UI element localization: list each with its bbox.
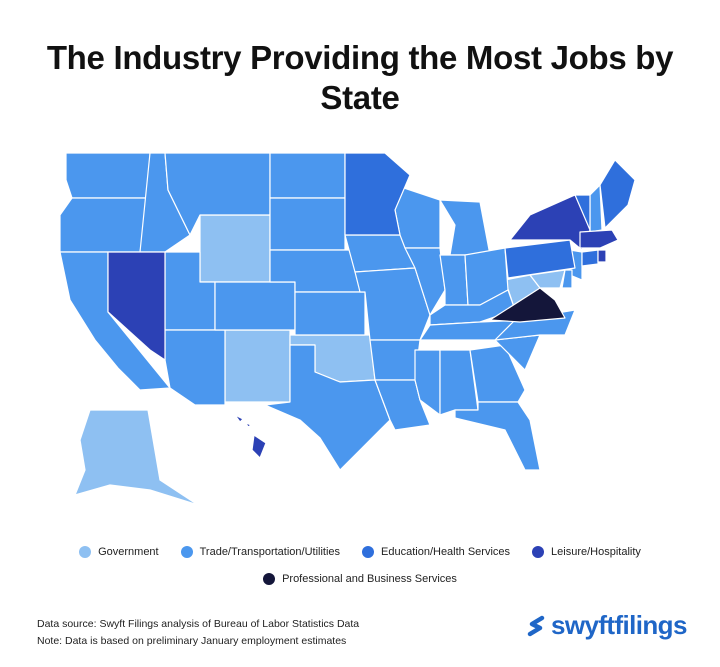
state-virginia <box>489 287 566 323</box>
legend-row-2: Professional and Business Services <box>0 573 720 585</box>
state-minnesota <box>344 152 411 236</box>
state-hawaii <box>234 414 267 459</box>
state-michigan <box>439 199 491 256</box>
logo-wordmark: swyftfilings <box>551 610 687 640</box>
state-arkansas <box>369 339 421 381</box>
swyft-filings-logo: swyftfilings <box>526 610 687 641</box>
state-washington <box>65 152 151 199</box>
legend-label-government: Government <box>98 546 159 558</box>
state-mississippi <box>414 349 441 416</box>
estimate-note: Note: Data is based on preliminary Janua… <box>37 635 347 647</box>
legend-item-trade: Trade/Transportation/Utilities <box>180 546 341 558</box>
legend-swatch-leisure <box>532 546 545 558</box>
state-new-mexico <box>224 329 291 403</box>
legend-swatch-trade <box>180 546 193 558</box>
data-source-note: Data source: Swyft Filings analysis of B… <box>37 618 360 630</box>
legend-item-government: Government <box>79 546 159 558</box>
state-connecticut <box>581 249 599 267</box>
legend-label-professional: Professional and Business Services <box>282 573 457 585</box>
legend-item-professional: Professional and Business Services <box>263 573 457 585</box>
state-kansas <box>294 291 366 336</box>
state-illinois <box>404 247 446 316</box>
state-wyoming <box>199 214 271 283</box>
state-oregon <box>59 197 151 253</box>
us-map <box>59 152 636 506</box>
legend-swatch-professional <box>263 573 276 585</box>
state-arizona <box>164 329 226 406</box>
state-nevada <box>107 251 166 361</box>
swyft-s-icon <box>527 615 545 636</box>
legend-label-trade: Trade/Transportation/Utilities <box>199 546 341 558</box>
state-florida <box>454 401 541 471</box>
state-south-dakota <box>269 197 346 251</box>
legend-label-leisure: Leisure/Hospitality <box>551 546 641 558</box>
state-indiana <box>439 254 469 306</box>
footnotes: Data source: Swyft Filings analysis of B… <box>37 616 359 650</box>
legend-swatch-education <box>362 546 375 558</box>
state-north-dakota <box>269 152 346 199</box>
legend-label-education: Education/Health Services <box>381 546 511 558</box>
legend-item-leisure: Leisure/Hospitality <box>532 546 641 558</box>
legend-item-education: Education/Health Services <box>362 546 510 558</box>
state-pennsylvania <box>504 239 576 279</box>
state-rhode-island <box>597 249 607 263</box>
legend-row-1: Government Trade/Transportation/Utilitie… <box>0 546 720 558</box>
state-new-hampshire <box>589 184 603 233</box>
state-massachusetts <box>579 229 619 249</box>
state-new-york <box>509 194 591 251</box>
state-alaska <box>74 409 199 506</box>
state-delaware <box>561 269 573 289</box>
state-maine <box>599 159 636 229</box>
legend-swatch-government <box>79 546 92 558</box>
state-texas <box>264 344 391 471</box>
state-colorado <box>214 281 296 331</box>
state-georgia <box>469 344 526 403</box>
page-title: The Industry Providing the Most Jobs by … <box>46 39 674 116</box>
